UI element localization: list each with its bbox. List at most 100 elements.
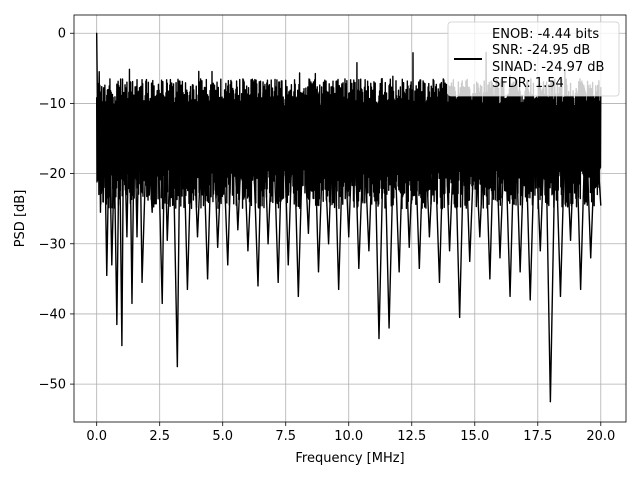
y-tick-label: −40 xyxy=(39,307,66,322)
psd-data-point xyxy=(133,109,136,112)
psd-data-point xyxy=(282,102,284,105)
psd-data-point xyxy=(504,127,506,129)
psd-data-point xyxy=(448,250,451,252)
x-axis: 0.0 2.5 5.0 7.5 10.0 12.5 15.0 17.5 20.0 xyxy=(86,422,615,444)
psd-data-point xyxy=(438,281,441,283)
psd-data-point xyxy=(509,295,511,297)
psd-data-point xyxy=(333,106,335,108)
psd-data-point xyxy=(443,102,446,105)
psd-data-point xyxy=(217,246,219,248)
psd-data-point xyxy=(151,211,153,213)
psd-data-point xyxy=(595,123,597,126)
x-axis-label: Frequency [MHz] xyxy=(295,451,404,466)
psd-data-point xyxy=(499,257,501,259)
psd-data-point xyxy=(363,130,365,133)
psd-data-point xyxy=(358,267,360,269)
psd-data-point xyxy=(122,180,124,182)
psd-data-point xyxy=(529,299,531,301)
x-tick-label: 15.0 xyxy=(460,429,489,444)
psd-data-point xyxy=(227,264,229,266)
psd-data-point xyxy=(564,116,567,119)
psd-data-point xyxy=(161,302,163,305)
psd-data-point xyxy=(141,281,143,283)
psd-data-point xyxy=(524,116,526,119)
x-tick-label: 5.0 xyxy=(212,429,233,444)
legend: ENOB: -4.44 bits SNR: -24.95 dB SINAD: -… xyxy=(447,21,620,97)
psd-data-point xyxy=(113,155,115,157)
legend-enob: ENOB: -4.44 bits xyxy=(492,27,599,42)
psd-data-point xyxy=(287,264,289,266)
psd-data-point xyxy=(554,130,557,133)
psd-data-point xyxy=(242,116,244,119)
psd-data-point xyxy=(196,236,199,238)
psd-data-point xyxy=(479,236,481,238)
psd-data-point xyxy=(237,229,239,231)
psd-data-point xyxy=(97,144,99,147)
y-axis-label: PSD [dB] xyxy=(13,190,28,248)
psd-data-point xyxy=(469,260,471,262)
psd-data-point xyxy=(277,281,279,283)
x-tick-label: 17.5 xyxy=(523,429,552,444)
psd-data-point xyxy=(106,274,108,276)
psd-data-point xyxy=(398,271,400,273)
psd-data-point xyxy=(102,201,104,203)
psd-data-point xyxy=(181,92,183,94)
psd-data-point xyxy=(171,102,173,105)
psd-data-point xyxy=(222,130,224,133)
psd-data-point xyxy=(433,134,436,136)
psd-data-point xyxy=(138,102,141,105)
psd-data-point xyxy=(302,120,304,122)
legend-sfdr: SFDR: 1.54 xyxy=(492,76,564,91)
psd-data-point xyxy=(257,285,259,287)
y-tick-label: 0 xyxy=(58,27,66,42)
psd-data-point xyxy=(423,113,425,115)
psd-data-point xyxy=(191,109,194,112)
legend-sinad: SINAD: -24.97 dB xyxy=(492,60,604,75)
psd-data-point xyxy=(126,236,128,238)
y-tick-label: −10 xyxy=(39,97,66,112)
psd-data-point xyxy=(348,236,350,238)
psd-data-point xyxy=(108,130,110,133)
psd-data-point xyxy=(136,236,138,238)
psd-data-point xyxy=(489,278,491,280)
psd-data-point xyxy=(585,113,587,115)
x-tick-label: 0.0 xyxy=(86,429,107,444)
psd-data-point xyxy=(247,250,249,252)
psd-data-point xyxy=(580,288,582,290)
psd-data-point xyxy=(292,109,294,112)
psd-data-point xyxy=(121,344,123,347)
psd-data-point xyxy=(156,99,158,101)
psd-data-point xyxy=(418,267,420,269)
psd-data-point xyxy=(590,257,592,259)
psd-data-point xyxy=(98,71,100,73)
psd-data-point xyxy=(252,137,254,140)
x-tick-label: 7.5 xyxy=(275,429,296,444)
psd-data-point xyxy=(544,113,546,115)
psd-data-point xyxy=(267,243,269,245)
psd-data-point xyxy=(297,295,299,297)
psd-data-point xyxy=(539,250,541,252)
psd-data-point xyxy=(373,109,375,112)
psd-data-point xyxy=(272,123,274,126)
psd-data-point xyxy=(338,288,340,290)
y-tick-label: −50 xyxy=(39,378,66,393)
psd-data-point xyxy=(574,106,577,108)
psd-data-point xyxy=(166,239,168,241)
psd-data-point xyxy=(408,246,410,248)
psd-data-point xyxy=(413,120,415,122)
psd-data-point xyxy=(388,327,390,329)
psd-data-point xyxy=(317,271,320,273)
psd-data-point xyxy=(101,88,103,90)
y-tick-label: −30 xyxy=(39,237,66,252)
psd-data-point xyxy=(312,95,315,97)
psd-data-point xyxy=(519,271,521,273)
psd-data-point xyxy=(118,120,120,122)
psd-data-point xyxy=(549,401,551,403)
psd-data-point xyxy=(116,323,118,326)
x-tick-label: 20.0 xyxy=(586,429,615,444)
psd-data-point xyxy=(368,250,370,252)
x-tick-label: 12.5 xyxy=(397,429,426,444)
psd-data-point xyxy=(201,120,204,122)
